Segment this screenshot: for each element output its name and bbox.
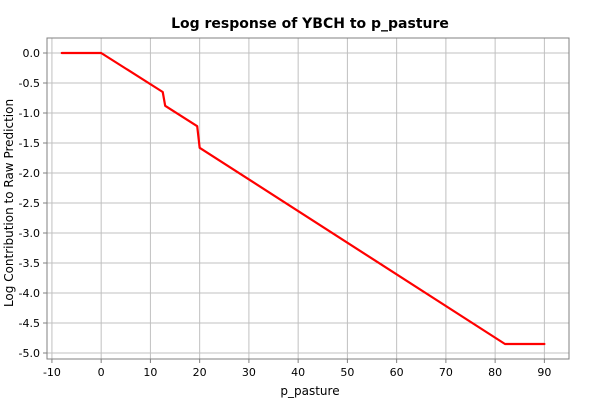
plot-border	[46, 37, 570, 360]
plot-area: -10 0 10 20 30 40 50 60 70 80 90 0.0 -0.5 -1.0 -1.5 -2.…	[19, 37, 570, 379]
y-tick-label: -3.0	[19, 227, 40, 240]
y-tick-label: -2.5	[19, 197, 40, 210]
y-tick-label: -5.0	[19, 347, 40, 360]
y-tick-label: -1.0	[19, 107, 40, 120]
x-tick-label: 50	[340, 366, 354, 379]
y-tick-label: -4.0	[19, 287, 40, 300]
y-tick-label: -0.5	[19, 77, 40, 90]
x-tick-label: -10	[43, 366, 61, 379]
y-tick-label: -1.5	[19, 137, 40, 150]
y-tick-label: -2.0	[19, 167, 40, 180]
y-tick-label: -3.5	[19, 257, 40, 270]
y-tick-label: 0.0	[23, 47, 41, 60]
x-tick-label: 90	[537, 366, 551, 379]
x-tick-label: 10	[143, 366, 157, 379]
x-tick-label: 30	[242, 366, 256, 379]
plot-background	[47, 38, 569, 359]
y-axis-title: Log Contribution to Raw Prediction	[2, 99, 16, 307]
response-line	[60, 51, 546, 346]
chart-title: Log response of YBCH to p_pasture	[171, 16, 449, 32]
x-tick-label: 20	[193, 366, 207, 379]
x-axis-title: p_pasture	[280, 384, 339, 398]
x-tick-label: 80	[488, 366, 502, 379]
x-tick-label: 0	[98, 366, 105, 379]
x-tick-label: 40	[291, 366, 305, 379]
y-tick-label: -4.5	[19, 317, 40, 330]
x-tick-label: 60	[390, 366, 404, 379]
x-tick-label: 70	[439, 366, 453, 379]
